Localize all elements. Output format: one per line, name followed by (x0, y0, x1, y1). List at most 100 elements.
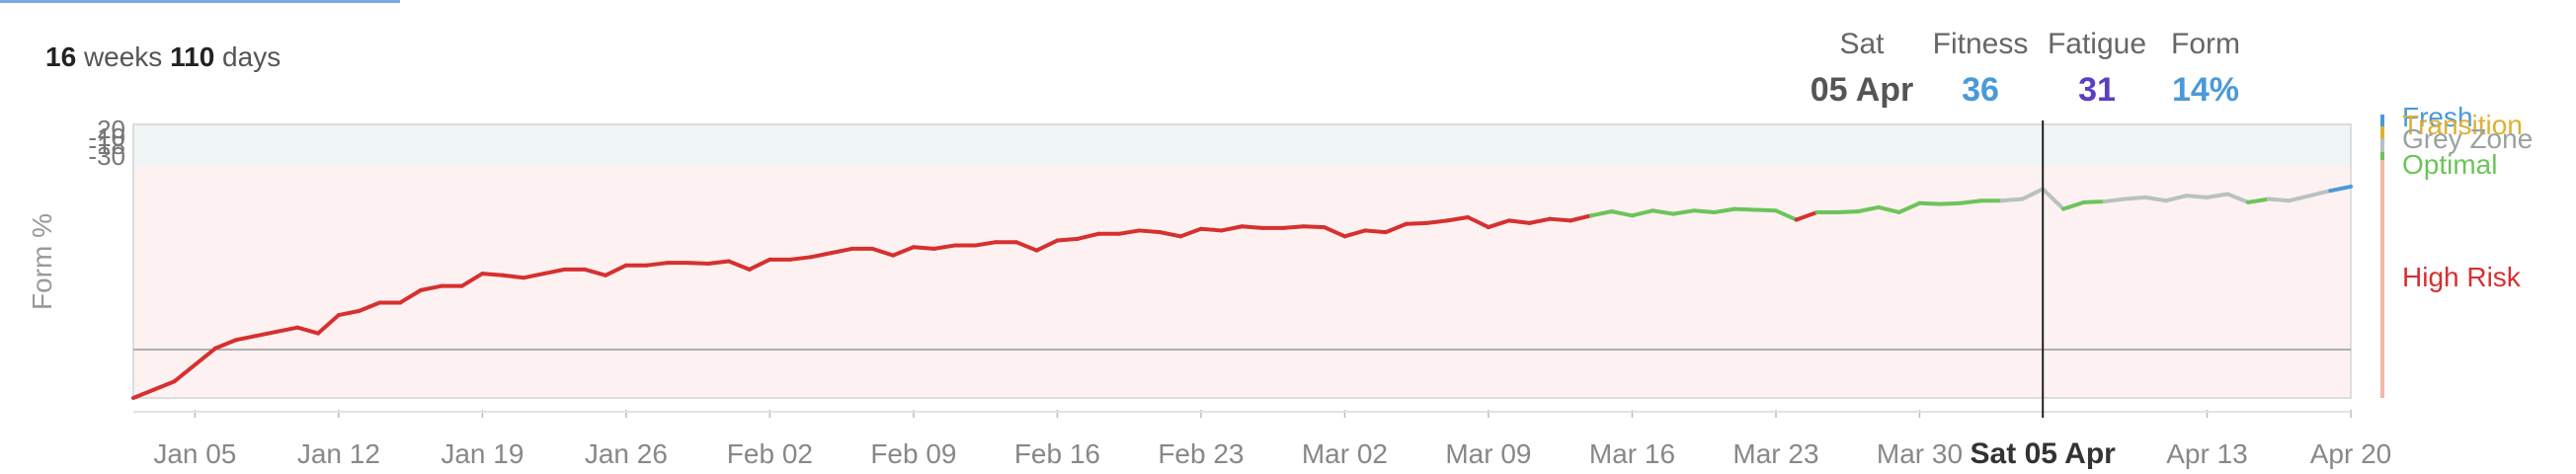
form-data-point[interactable] (1609, 208, 1615, 214)
form-data-point[interactable] (808, 254, 814, 260)
form-data-point[interactable] (1486, 224, 1491, 230)
form-data-point[interactable] (439, 283, 444, 289)
form-data-point[interactable] (2287, 198, 2293, 203)
form-data-point[interactable] (1177, 233, 1183, 239)
form-data-point[interactable] (890, 253, 896, 259)
form-data-point[interactable] (972, 243, 978, 249)
form-data-point[interactable] (2348, 184, 2354, 190)
form-data-point[interactable] (829, 250, 835, 256)
form-data-point[interactable] (1752, 206, 1758, 212)
form-data-point[interactable] (1054, 238, 1060, 244)
form-data-point[interactable] (275, 329, 281, 335)
form-data-point[interactable] (1834, 209, 1840, 215)
form-data-point[interactable] (1773, 207, 1779, 213)
form-data-point[interactable] (1013, 239, 1019, 245)
form-data-point[interactable] (1937, 201, 1943, 207)
form-data-point[interactable] (2102, 198, 2108, 204)
form-data-point[interactable] (1670, 211, 1676, 217)
form-data-point[interactable] (664, 260, 670, 266)
form-data-point[interactable] (2245, 199, 2251, 205)
form-data-point[interactable] (1137, 227, 1143, 233)
form-data-point[interactable] (1547, 216, 1553, 222)
form-data-point[interactable] (151, 387, 157, 393)
form-data-point[interactable] (1999, 198, 2005, 203)
form-data-point[interactable] (1322, 224, 1328, 230)
form-data-point[interactable] (582, 267, 588, 273)
form-data-point[interactable] (1978, 198, 1984, 203)
form-data-point[interactable] (1034, 248, 1040, 254)
form-data-point[interactable] (130, 395, 136, 401)
form-data-point[interactable] (911, 244, 917, 250)
form-data-point[interactable] (2163, 198, 2169, 203)
form-data-point[interactable] (1075, 236, 1081, 242)
form-data-point[interactable] (1362, 227, 1368, 233)
form-data-point[interactable] (2060, 206, 2066, 212)
form-data-point[interactable] (562, 267, 568, 273)
form-data-point[interactable] (1958, 200, 1964, 206)
form-data-point[interactable] (1691, 207, 1697, 213)
form-data-point[interactable] (766, 257, 772, 263)
form-data-point[interactable] (2306, 193, 2312, 198)
form-data-point[interactable] (172, 378, 178, 384)
form-data-point[interactable] (1404, 221, 1409, 227)
form-data-point[interactable] (1157, 229, 1163, 235)
form-data-point[interactable] (479, 271, 485, 276)
form-data-point[interactable] (603, 273, 608, 278)
form-data-point[interactable] (233, 337, 239, 343)
form-data-point[interactable] (2142, 195, 2148, 200)
form-data-point[interactable] (500, 273, 506, 278)
form-data-point[interactable] (1568, 217, 1573, 223)
form-data-point[interactable] (1629, 212, 1635, 218)
form-data-point[interactable] (1794, 217, 1800, 223)
form-data-point[interactable] (2266, 197, 2272, 202)
form-data-point[interactable] (1916, 200, 1922, 206)
form-data-point[interactable] (747, 267, 753, 273)
form-data-point[interactable] (787, 257, 793, 263)
form-data-point[interactable] (254, 333, 260, 339)
form-data-point[interactable] (2122, 197, 2128, 202)
form-data-point[interactable] (1116, 231, 1122, 237)
form-data-point[interactable] (1280, 225, 1286, 231)
form-data-point[interactable] (1383, 229, 1389, 235)
form-data-point[interactable] (1588, 212, 1594, 218)
form-data-point[interactable] (376, 299, 382, 305)
form-data-point[interactable] (2019, 197, 2025, 202)
form-data-point[interactable] (1814, 209, 1820, 215)
form-data-point[interactable] (644, 263, 650, 269)
form-data-point[interactable] (2224, 192, 2230, 198)
form-data-point[interactable] (684, 260, 690, 266)
form-data-point[interactable] (1896, 209, 1902, 215)
form-data-point[interactable] (294, 325, 300, 331)
form-data-point[interactable] (726, 259, 732, 265)
form-data-point[interactable] (1259, 225, 1265, 231)
form-data-point[interactable] (459, 283, 465, 289)
form-data-point[interactable] (1527, 220, 1533, 226)
form-data-point[interactable] (1506, 217, 1512, 223)
form-data-point[interactable] (1712, 209, 1718, 215)
form-data-point[interactable] (849, 246, 855, 252)
form-data-point[interactable] (623, 263, 629, 269)
form-data-point[interactable] (1876, 204, 1882, 210)
form-data-point[interactable] (315, 331, 321, 337)
form-data-point[interactable] (1731, 206, 1737, 212)
form-data-point[interactable] (418, 287, 424, 293)
form-data-point[interactable] (931, 246, 937, 252)
form-data-point[interactable] (1650, 207, 1655, 213)
form-data-point[interactable] (521, 275, 526, 280)
form-data-point[interactable] (212, 346, 218, 352)
form-data-point[interactable] (1465, 214, 1471, 220)
form-data-point[interactable] (1219, 227, 1225, 233)
form-data-point[interactable] (357, 308, 362, 314)
form-data-point[interactable] (2081, 199, 2087, 205)
form-data-point[interactable] (705, 261, 711, 267)
form-data-point[interactable] (2204, 195, 2210, 200)
form-data-point[interactable] (1198, 226, 1204, 232)
form-data-point[interactable] (951, 243, 957, 249)
form-data-point[interactable] (1444, 217, 1450, 223)
form-data-point[interactable] (397, 299, 403, 305)
form-data-point[interactable] (192, 361, 198, 367)
form-data-point[interactable] (336, 312, 342, 318)
form-data-point[interactable] (869, 246, 875, 252)
form-data-point[interactable] (1095, 231, 1101, 237)
